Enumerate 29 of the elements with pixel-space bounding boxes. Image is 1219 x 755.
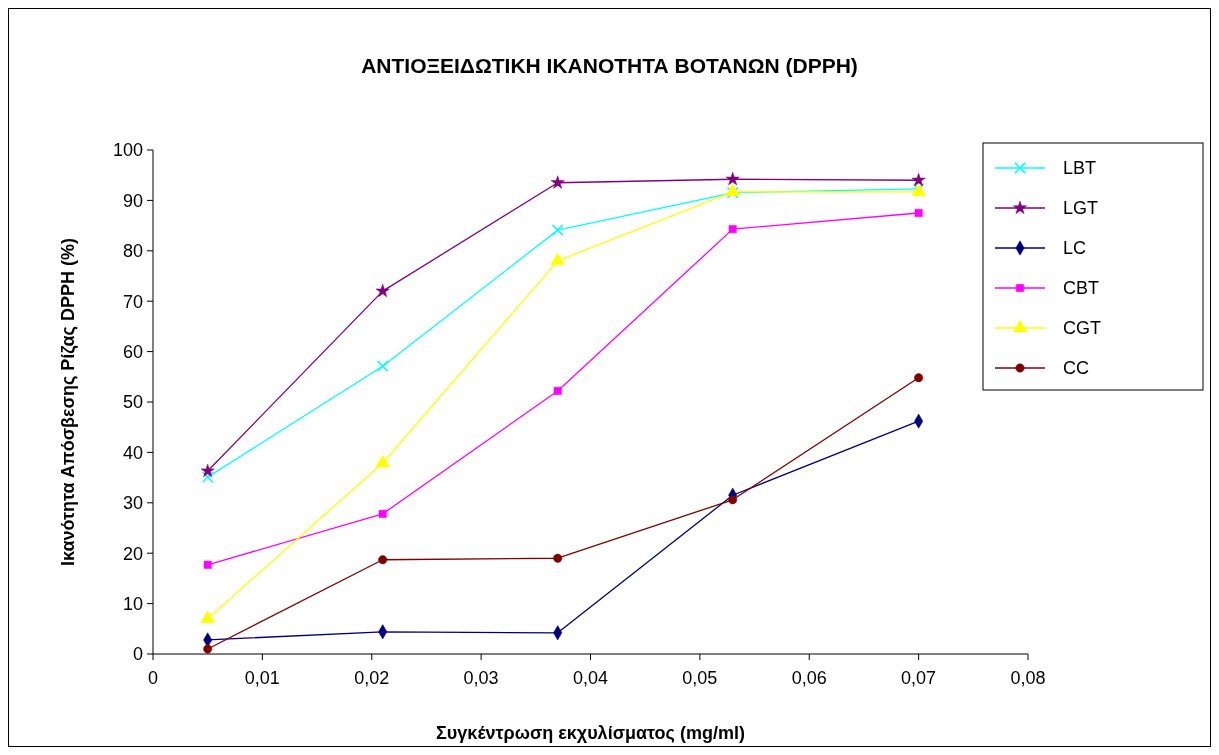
y-tick-label: 10 <box>122 593 143 614</box>
legend-label: LGT <box>1063 198 1099 219</box>
y-tick-label: 100 <box>112 140 143 161</box>
y-tick-label: 40 <box>122 442 143 463</box>
y-tick-label: 90 <box>122 190 143 211</box>
chart-title: ΑΝΤΙΟΞΕΙΔΩΤΙΚΗ ΙΚΑΝΟΤΗΤΑ ΒΟΤΑΝΩΝ (DPPH) <box>361 54 858 77</box>
x-tick-label: 0,04 <box>572 668 609 688</box>
y-tick-label: 30 <box>122 493 143 514</box>
x-tick-label: 0,03 <box>463 668 499 688</box>
legend-label: LBT <box>1063 158 1097 179</box>
y-tick-label: 80 <box>122 241 143 262</box>
x-tick-label: 0,06 <box>791 668 827 688</box>
y-tick-label: 70 <box>122 291 143 312</box>
x-tick-label: 0,02 <box>354 668 390 688</box>
y-axis-title: Ικανότητα Απόσβεσης Ρίζας DPPH (%) <box>58 238 79 566</box>
x-tick-label: 0,07 <box>901 668 937 688</box>
x-tick-label: 0,08 <box>1010 668 1046 688</box>
legend-label: CBT <box>1063 278 1099 299</box>
x-tick-label: 0,01 <box>244 668 280 688</box>
legend-label: CGT <box>1063 318 1101 339</box>
x-tick-label: 0,05 <box>682 668 718 688</box>
y-tick-label: 60 <box>122 341 143 362</box>
x-tick-label: 0 <box>147 668 159 688</box>
legend-label: LC <box>1063 238 1087 259</box>
legend-label: CC <box>1063 358 1089 379</box>
y-tick-label: 50 <box>122 392 143 413</box>
x-axis-title: Συγκέντρωση εκχυλίσματος (mg/ml) <box>436 723 745 743</box>
y-tick-label: 20 <box>122 543 143 564</box>
y-tick-label: 0 <box>132 644 143 665</box>
